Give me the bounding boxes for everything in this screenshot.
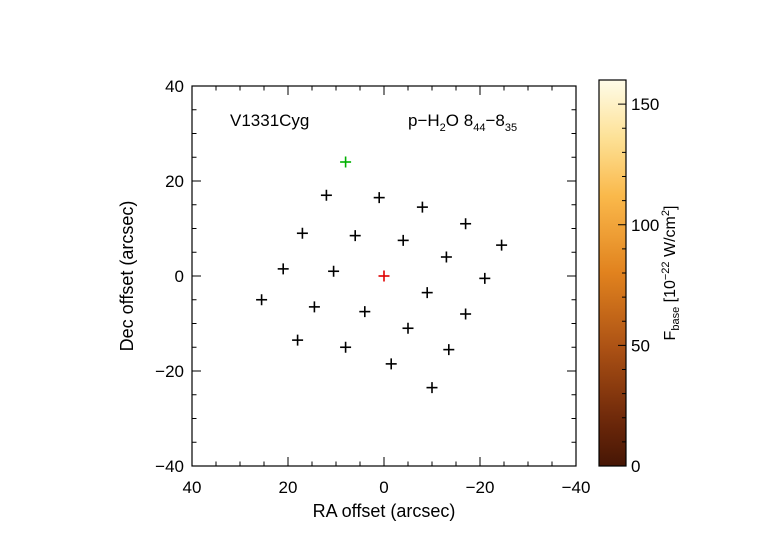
y-tick-label: −40 — [155, 457, 184, 476]
colorbar — [598, 79, 627, 467]
line-label-sub3: 35 — [505, 122, 517, 134]
spaxel-marker — [385, 358, 397, 370]
spaxel-marker — [359, 306, 371, 318]
axis-ticks: 40 20 0 −20 −40 40 20 0 −20 −40 — [155, 77, 590, 497]
colorbar-label-sup2: 2 — [660, 210, 672, 216]
colorbar-label-sup1: −22 — [660, 261, 672, 280]
spaxel-marker — [256, 294, 268, 306]
colorbar-label-rest-a: [10 — [662, 280, 679, 307]
y-tick-label: 0 — [175, 267, 184, 286]
colorbar-tick-label: 0 — [631, 457, 640, 476]
spaxel-marker — [426, 382, 438, 394]
spaxel-marker — [496, 239, 508, 251]
spaxel-marker — [320, 189, 332, 201]
spaxel-marker — [460, 308, 472, 320]
colorbar-label: Fbase [10−22 W/cm2] — [660, 206, 682, 341]
spaxel-marker — [292, 334, 304, 346]
spaxel-marker — [328, 265, 340, 277]
source-label: V1331Cyg — [230, 111, 309, 130]
x-tick-label: 20 — [279, 478, 298, 497]
y-tick-label: −20 — [155, 362, 184, 381]
y-tick-label: 40 — [165, 77, 184, 96]
colorbar-ticks: 0 50 100 150 — [618, 79, 659, 476]
line-label-mid2: −8 — [485, 111, 504, 130]
spaxel-marker — [373, 192, 385, 204]
spaxel-marker — [349, 230, 361, 242]
spaxel-marker — [421, 287, 433, 299]
spaxel-marker — [443, 344, 455, 356]
colorbar-label-main: F — [662, 330, 679, 340]
line-label-prefix: p−H — [408, 111, 440, 130]
y-axis-label: Dec offset (arcsec) — [117, 201, 137, 352]
spaxel-marker — [277, 263, 289, 275]
spaxel-marker — [340, 156, 352, 168]
colorbar-label-end: ] — [662, 206, 679, 210]
x-tick-label: 0 — [379, 478, 388, 497]
spaxel-marker — [479, 272, 491, 284]
spaxel-marker — [460, 218, 472, 230]
spaxel-markers — [256, 156, 508, 394]
colorbar-tick-label: 100 — [631, 216, 659, 235]
line-label: p−H2O 844−835 — [408, 111, 517, 134]
line-label-mid: O 8 — [446, 111, 473, 130]
x-tick-label: 40 — [183, 478, 202, 497]
spaxel-marker — [440, 251, 452, 263]
colorbar-label-sub: base — [670, 307, 682, 331]
spaxel-marker — [340, 341, 352, 353]
y-tick-label: 20 — [165, 172, 184, 191]
spaxel-marker — [296, 227, 308, 239]
colorbar-label-rest-b: W/cm — [662, 216, 679, 261]
spaxel-marker — [402, 322, 414, 334]
spaxel-marker — [397, 234, 409, 246]
spaxel-marker — [416, 201, 428, 213]
spaxel-marker — [308, 301, 320, 313]
line-label-sub1: 2 — [440, 122, 446, 134]
x-tick-label: −20 — [466, 478, 495, 497]
x-tick-label: −40 — [562, 478, 591, 497]
x-axis-label: RA offset (arcsec) — [313, 501, 456, 521]
spaxel-marker — [378, 270, 390, 282]
line-label-sub2: 44 — [473, 122, 485, 134]
colorbar-tick-label: 50 — [631, 336, 650, 355]
colorbar-tick-label: 150 — [631, 95, 659, 114]
